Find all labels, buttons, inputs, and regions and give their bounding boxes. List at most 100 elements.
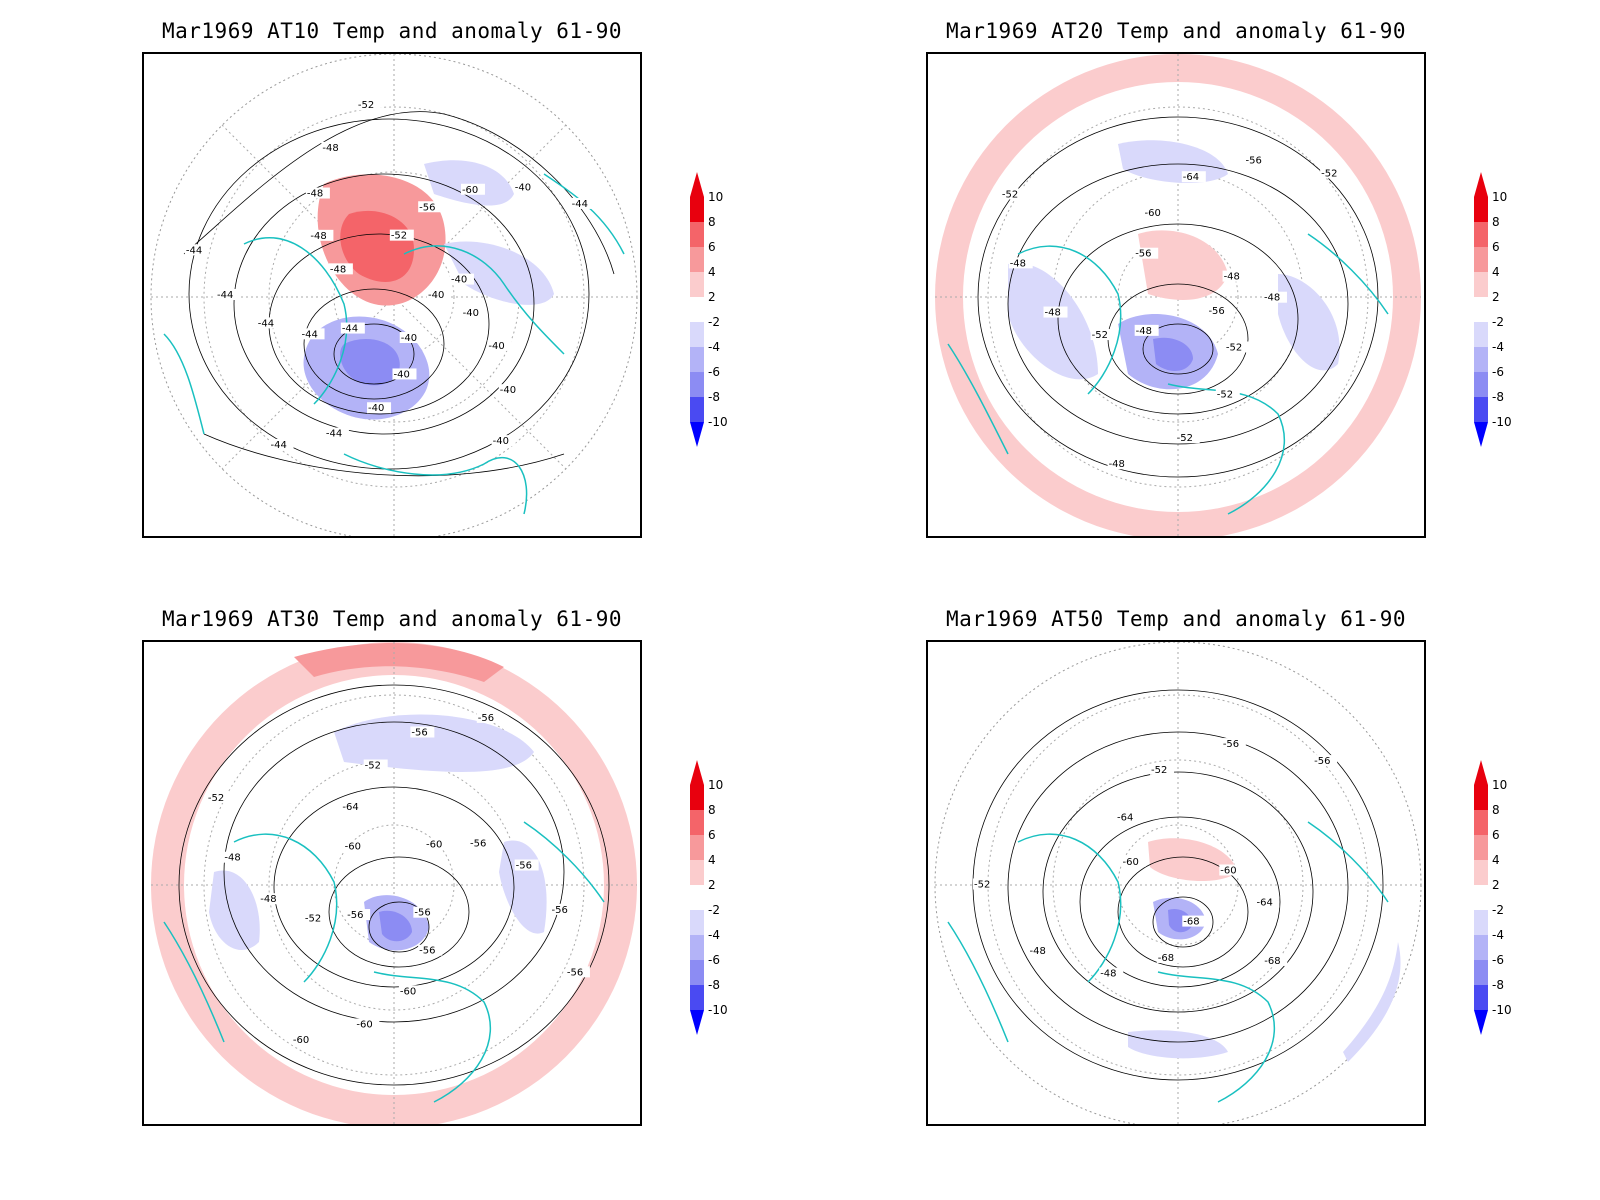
colorbar-label: -6 xyxy=(708,365,720,379)
map-canvas-at50: -68 -68 -48 -48 -52 -60 -64 -52 -56 -56 -60 -64 -68 xyxy=(934,642,1422,1124)
contour-label-bg xyxy=(343,840,368,852)
contour-label: -56 xyxy=(411,728,427,739)
cold-anomaly-core xyxy=(379,910,412,942)
colorbar-at50: 10 8 6 4 2 -2 -4 -6 -8 -10 xyxy=(1474,760,1534,1040)
contour-label: -56 xyxy=(1245,155,1261,166)
contour-label: -40 xyxy=(493,436,509,447)
contour-label: -40 xyxy=(401,333,417,344)
contour-label-bg xyxy=(1090,329,1115,341)
colorbar-label: 8 xyxy=(1492,215,1500,229)
cold-anomaly-weak xyxy=(444,241,554,305)
contour-label-bg xyxy=(309,229,334,241)
colorbar-label: 10 xyxy=(708,778,723,792)
cold-anomaly-weak xyxy=(1008,262,1098,380)
contour-label: -56 xyxy=(551,905,567,916)
contour-label: -64 xyxy=(1257,898,1273,909)
contour-label: -52 xyxy=(1177,433,1193,444)
contour-label-bg xyxy=(476,711,501,723)
contour-label-bg xyxy=(1008,257,1033,269)
contour-label: -52 xyxy=(208,793,224,804)
contour-label-bg xyxy=(216,289,240,300)
cold-anomaly-africa xyxy=(1128,1030,1228,1059)
contour-label-bg xyxy=(223,851,248,863)
colorbar-label: -10 xyxy=(708,415,728,429)
contour-label-bg xyxy=(206,791,231,803)
colorbar-label: 4 xyxy=(1492,265,1500,279)
contour-label-bg xyxy=(340,322,365,334)
contour-label: -60 xyxy=(356,1019,372,1030)
contour-label: -48 xyxy=(1136,326,1152,337)
colorbar-svg: 10 8 6 4 2 -2 -4 -6 -8 -10 xyxy=(690,172,728,447)
contour-label: -48 xyxy=(1224,272,1240,283)
colorbar-label: 2 xyxy=(1492,290,1500,304)
contour-label-bg xyxy=(513,181,538,193)
contour-label: -48 xyxy=(1264,293,1280,304)
contours xyxy=(178,684,610,1086)
cold-anomaly-weak xyxy=(1278,274,1340,371)
contour-label: -68 xyxy=(1158,953,1174,964)
coastlines xyxy=(163,821,605,1103)
contour-label-bg xyxy=(1255,896,1280,908)
colorbar-label: -8 xyxy=(708,390,720,404)
contour-label-bg xyxy=(367,402,392,414)
contour-label-bg xyxy=(487,339,512,351)
colorbar-label: 4 xyxy=(708,853,716,867)
contour-label: -40 xyxy=(515,183,531,194)
colorbar-label: 4 xyxy=(1492,853,1500,867)
contour-label-bg xyxy=(328,263,353,275)
contour-label-bg xyxy=(491,435,516,447)
contour-label-bg xyxy=(461,307,486,319)
colorbar-label: -4 xyxy=(1492,928,1504,942)
colorbar-svg: 10 8 6 4 2 -2 -4 -6 -8 -10 xyxy=(1474,760,1512,1035)
colorbar-svg: 10 8 6 4 2 -2 -4 -6 -8 -10 xyxy=(1474,172,1512,447)
contour-label: -52 xyxy=(305,913,321,924)
contour-label: -44 xyxy=(302,329,318,340)
contour-label: -56 xyxy=(1208,306,1224,317)
contour-label: -56 xyxy=(1135,249,1151,260)
panel-title: Mar1969 AT30 Temp and anomaly 61-90 xyxy=(161,607,622,631)
colorbar-label: -2 xyxy=(708,903,720,917)
contour-label: -60 xyxy=(400,986,416,997)
contour-label: -40 xyxy=(463,308,479,319)
contour-label-bg xyxy=(355,1018,380,1030)
colorbar-label: -10 xyxy=(1492,1003,1512,1017)
contour-label: -56 xyxy=(470,839,486,850)
contour-label: -64 xyxy=(1117,813,1133,824)
contour-label: -52 xyxy=(1217,389,1233,400)
contour-label-bg xyxy=(1262,291,1287,303)
contour-label: -48 xyxy=(1100,969,1116,980)
contour-label: -52 xyxy=(1321,168,1337,179)
contour-label: -60 xyxy=(1123,857,1139,868)
warm-anomaly-top xyxy=(294,643,504,682)
contour-label-bg xyxy=(1219,864,1244,876)
contour-label-bg xyxy=(291,1034,316,1046)
colorbar-label: -2 xyxy=(1492,315,1504,329)
colorbar-label: 10 xyxy=(1492,778,1507,792)
cold-anomaly-edge xyxy=(1343,942,1401,1062)
contour-label: -48 xyxy=(330,264,346,275)
contour-label-bg xyxy=(1224,341,1249,353)
panel-title: Mar1969 AT10 Temp and anomaly 61-90 xyxy=(161,19,622,43)
contour-label: -44 xyxy=(342,324,358,335)
colorbar-label: -2 xyxy=(1492,903,1504,917)
cold-anomaly-core xyxy=(1153,337,1193,371)
colorbar-label: -4 xyxy=(708,928,720,942)
contour-label: -48 xyxy=(224,853,240,864)
contour-label-bg xyxy=(392,368,417,380)
colorbar-svg: 10 8 6 4 2 -2 -4 -6 -8 -10 xyxy=(690,760,728,1035)
contour-label: -64 xyxy=(342,802,358,813)
contour-label-bg xyxy=(1115,811,1140,823)
contour-label-bg xyxy=(973,878,998,890)
contour-label: -56 xyxy=(478,713,494,724)
colorbar-label: 6 xyxy=(708,240,716,254)
contour-label-bg xyxy=(1320,167,1345,179)
contour-label-bg xyxy=(1181,171,1206,183)
colorbar-label: 8 xyxy=(1492,803,1500,817)
contour-label-bg xyxy=(418,201,443,213)
contour-label: -48 xyxy=(1010,258,1026,269)
colorbar-label: 2 xyxy=(708,290,716,304)
contour-label: -44 xyxy=(186,245,202,256)
colorbar-label: -8 xyxy=(1492,978,1504,992)
contour-label-bg xyxy=(1222,270,1247,282)
colorbar-label: 2 xyxy=(1492,878,1500,892)
